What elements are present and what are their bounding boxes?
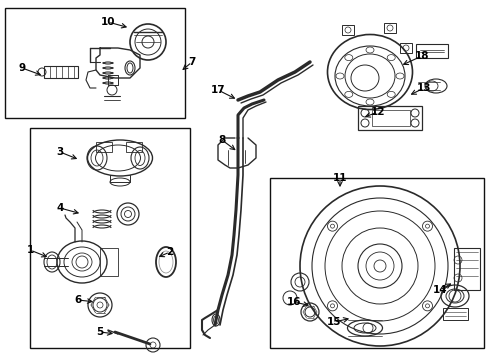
Text: 15: 15	[326, 317, 341, 327]
Bar	[30, 128, 190, 348]
Text: 1: 1	[26, 245, 34, 255]
Bar	[269, 178, 483, 348]
Text: 8: 8	[218, 135, 225, 145]
Text: 11: 11	[332, 173, 346, 183]
Bar	[453, 248, 479, 290]
Bar	[383, 23, 395, 33]
Text: 5: 5	[96, 327, 103, 337]
Bar	[442, 308, 467, 320]
Text: 3: 3	[56, 147, 63, 157]
Bar	[371, 110, 409, 126]
Bar	[415, 44, 447, 58]
Bar	[44, 66, 78, 78]
Text: 17: 17	[210, 85, 225, 95]
Bar	[399, 43, 411, 53]
Text: 16: 16	[286, 297, 301, 307]
Text: 4: 4	[56, 203, 63, 213]
Text: 14: 14	[432, 285, 447, 295]
Bar	[96, 142, 112, 152]
Bar	[341, 25, 353, 35]
Bar	[357, 106, 421, 130]
Text: 12: 12	[370, 107, 385, 117]
Text: 2: 2	[166, 247, 173, 257]
Bar	[100, 248, 118, 276]
Bar	[126, 142, 142, 152]
Text: 6: 6	[74, 295, 81, 305]
Text: 13: 13	[416, 83, 430, 93]
Text: 9: 9	[19, 63, 25, 73]
Bar	[5, 8, 184, 118]
Text: 7: 7	[188, 57, 195, 67]
Text: 10: 10	[101, 17, 115, 27]
Text: 18: 18	[414, 51, 428, 61]
